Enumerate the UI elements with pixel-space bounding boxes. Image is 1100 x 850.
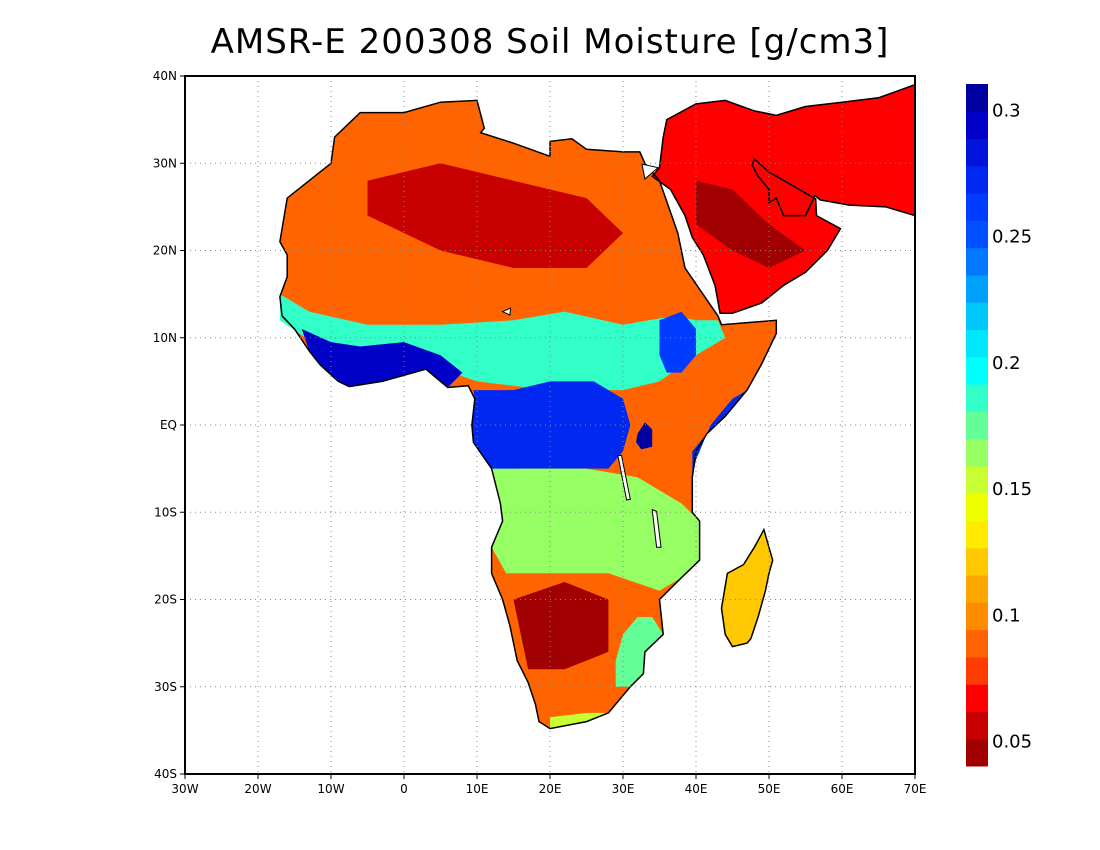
colorbar-swatch [966, 193, 988, 221]
colorbar-swatch [966, 138, 988, 167]
colorbar-swatch [966, 356, 988, 385]
region-arabia [652, 84, 915, 314]
colorbar-swatch [966, 84, 988, 112]
x-tick-label: 30E [612, 782, 635, 796]
x-tick-label: 70E [904, 782, 927, 796]
zone-ethiopia-highland [659, 311, 696, 373]
colorbar-label: 0.3 [992, 100, 1021, 121]
region-madagascar [721, 529, 773, 647]
x-tick-label: 10W [317, 782, 344, 796]
colorbar-swatch [966, 738, 988, 767]
colorbar-label: 0.2 [992, 353, 1021, 374]
chart-title: AMSR-E 200308 Soil Moisture [g/cm3] [210, 22, 890, 62]
colorbar-swatch [966, 274, 988, 303]
x-tick-label: 20E [539, 782, 562, 796]
colorbar-label: 0.1 [992, 605, 1021, 626]
coastline-madagascar [720, 527, 774, 648]
colorbar-swatch [966, 493, 988, 521]
colorbar-swatch [966, 384, 988, 412]
y-tick-label: 30S [154, 680, 177, 694]
colorbar-swatch [966, 656, 988, 685]
zone-cape-coast [550, 712, 609, 729]
colorbar: 0.05 0.1 0.15 0.2 0.25 0.3 [966, 84, 1032, 767]
axis-ticks: 30W 20W 10W 0 10E 20E 30E 40E 50E 60E 70E 40N 30N 20N… [153, 69, 927, 796]
y-tick-label: 30N [153, 156, 177, 170]
zone-sahara-core [367, 163, 623, 268]
x-tick-label: 60E [831, 782, 854, 796]
lake-chad [501, 307, 512, 316]
colorbar-swatch [966, 411, 988, 440]
y-tick-label: 10S [154, 505, 177, 519]
colorbar-label: 0.25 [992, 227, 1032, 248]
x-tick-label: 0 [400, 782, 408, 796]
land-layer [279, 83, 915, 730]
colorbar-swatch [966, 684, 988, 712]
x-tick-label: 30W [171, 782, 198, 796]
y-tick-label: EQ [160, 418, 177, 432]
colorbar-swatch [966, 575, 988, 603]
zone-congo-basin [471, 381, 631, 478]
colorbar-swatch [966, 220, 988, 249]
zone-arabia-dry [696, 180, 806, 268]
coastline-arabia [651, 83, 915, 315]
y-tick-label: 40S [154, 767, 177, 781]
colorbar-swatch [966, 629, 988, 658]
colorbar-swatch [966, 602, 988, 631]
zone-guinea-coast [301, 329, 463, 388]
x-tick-label: 20W [244, 782, 271, 796]
colorbar-swatch [966, 247, 988, 276]
y-tick-label: 20N [153, 244, 177, 258]
colorbar-label: 0.15 [992, 479, 1032, 500]
colorbar-swatch [966, 547, 988, 576]
coastline-africa [279, 99, 778, 730]
zone-lake-victoria [636, 422, 653, 450]
x-tick-label: 40E [685, 782, 708, 796]
y-tick-label: 40N [153, 69, 177, 83]
zone-southern-savanna [491, 468, 700, 591]
x-tick-label: 10E [466, 782, 489, 796]
colorbar-swatch [966, 465, 988, 494]
y-tick-label: 20S [154, 593, 177, 607]
colorbar-swatch [966, 165, 988, 194]
colorbar-swatch [966, 329, 988, 358]
gridlines [185, 76, 915, 774]
y-tick-label: 10N [153, 331, 177, 345]
red-sea-gulf [641, 163, 660, 180]
colorbar-swatch [966, 438, 988, 467]
x-tick-label: 50E [758, 782, 781, 796]
colorbar-swatch [966, 302, 988, 331]
colorbar-swatch [966, 520, 988, 549]
zone-kalahari [513, 582, 609, 670]
colorbar-label: 0.05 [992, 732, 1032, 753]
zone-sahel-band [279, 294, 726, 391]
colorbar-swatch [966, 711, 988, 740]
zone-southeast-coast [615, 617, 664, 687]
lake-tanganyika [617, 455, 631, 501]
colorbar-swatch [966, 111, 988, 140]
lake-malawi [651, 508, 662, 548]
